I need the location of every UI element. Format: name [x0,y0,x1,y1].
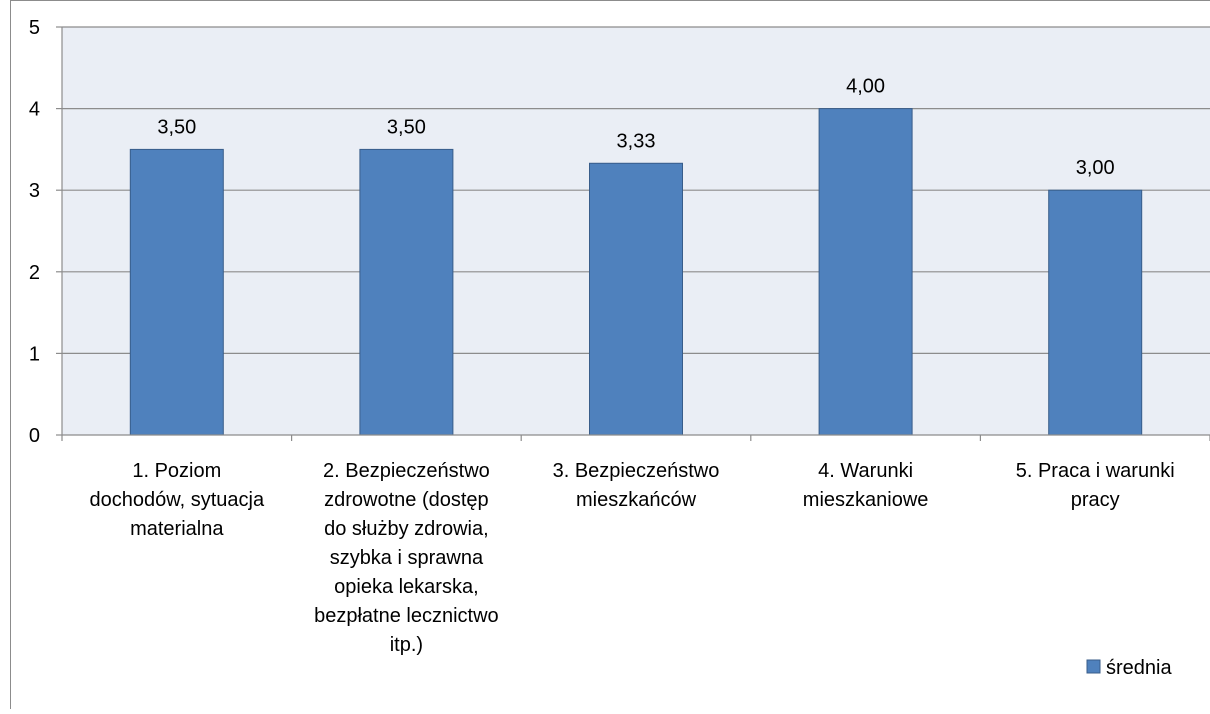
data-label: 3,33 [617,130,656,152]
legend-swatch [1087,660,1100,673]
y-tick-label: 4 [29,99,40,121]
bar [819,109,912,435]
bar [1049,190,1142,435]
y-tick-label: 0 [29,425,40,447]
data-label: 4,00 [846,76,885,98]
y-tick-label: 5 [29,17,40,39]
data-label: 3,50 [157,116,196,138]
legend-label: średnia [1106,657,1172,679]
bar [130,149,223,435]
y-tick-label: 2 [29,262,40,284]
bar [360,149,453,435]
y-tick-label: 3 [29,180,40,202]
y-tick-label: 1 [29,343,40,365]
bar [590,163,683,435]
data-label: 3,50 [387,116,426,138]
data-label: 3,00 [1076,157,1115,179]
